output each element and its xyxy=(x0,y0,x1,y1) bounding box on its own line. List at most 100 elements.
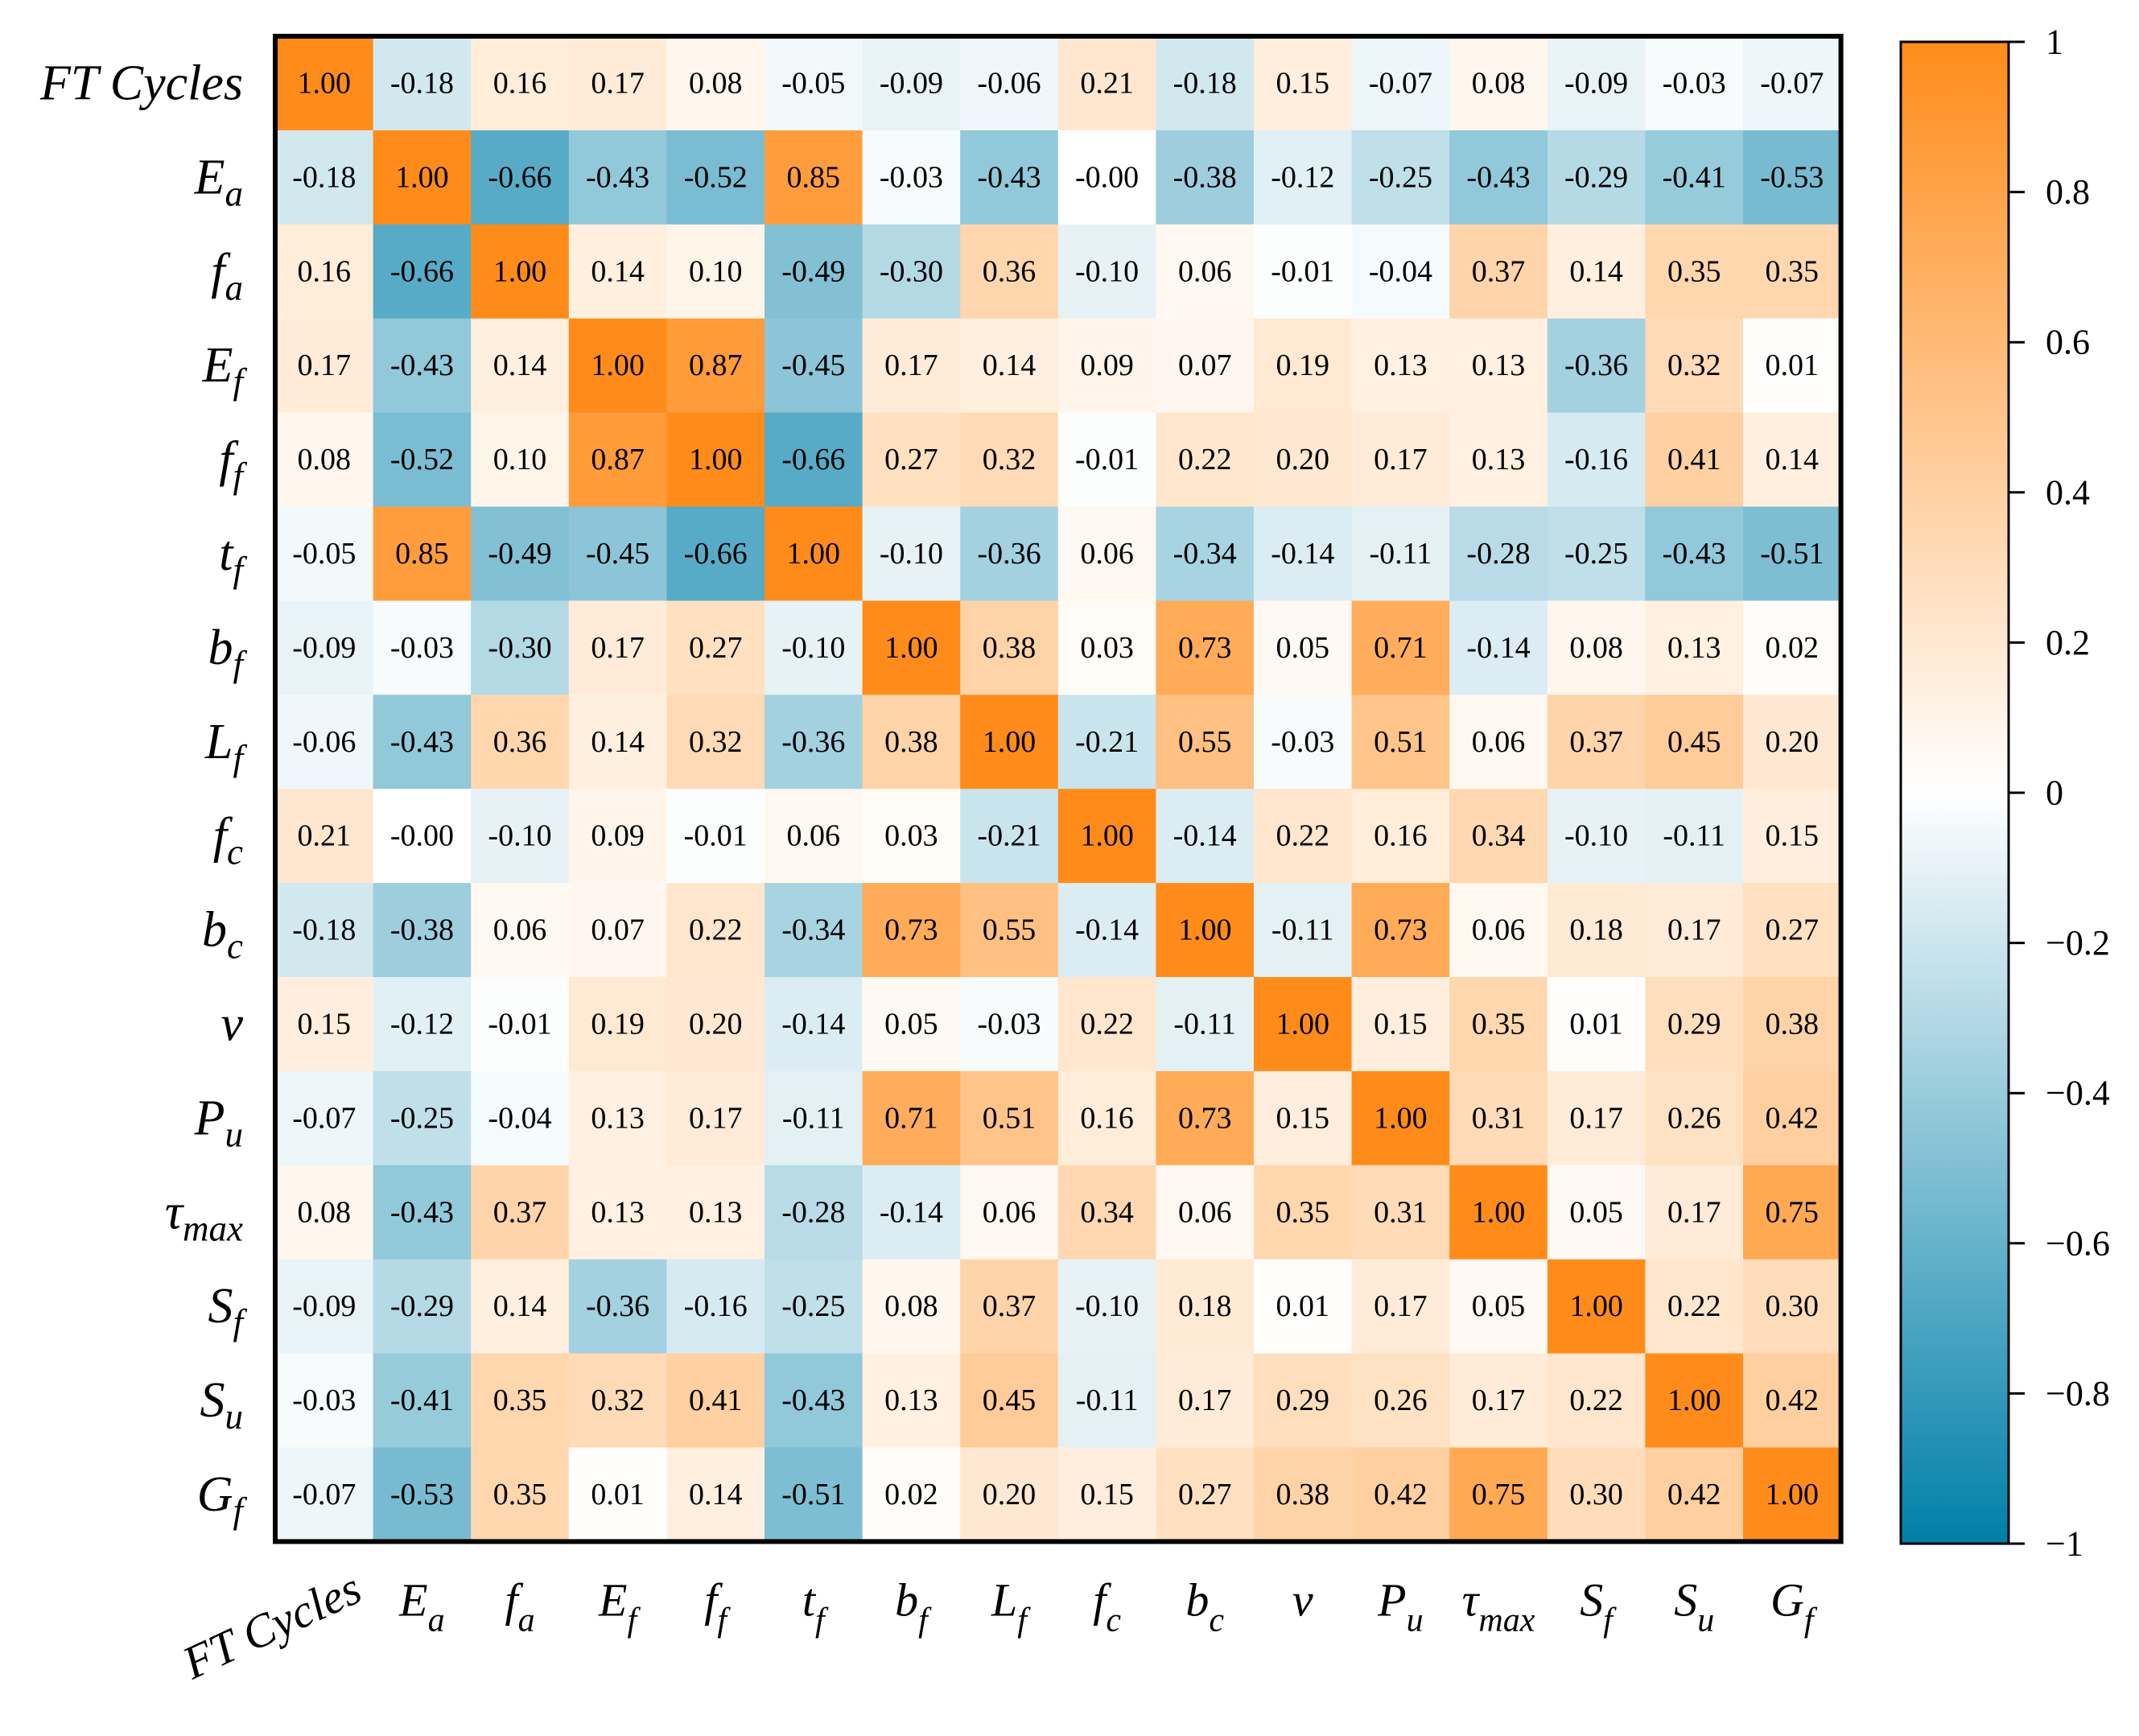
heatmap-cell xyxy=(765,883,863,978)
heatmap-cell xyxy=(960,318,1059,414)
heatmap-cell xyxy=(862,1259,961,1355)
heatmap-cell xyxy=(471,789,570,884)
heatmap-cell xyxy=(568,36,667,131)
heatmap-cell xyxy=(1254,1259,1353,1355)
heatmap-cell xyxy=(960,412,1059,508)
heatmap-cell xyxy=(666,600,765,695)
cell-value-label: -0.25 xyxy=(1369,160,1432,194)
column-label: Ef xyxy=(598,1573,641,1639)
cell-value-label: 0.30 xyxy=(1569,1478,1623,1511)
heatmap-cell xyxy=(1743,1165,1842,1260)
colorbar-tick-label: 1 xyxy=(2046,23,2063,62)
row-label: τmax xyxy=(165,1185,243,1248)
cell-value-label: -0.41 xyxy=(390,1383,454,1417)
label-base: v xyxy=(220,996,243,1051)
cell-value-label: -0.03 xyxy=(1271,725,1334,759)
heatmap-cell xyxy=(765,1353,863,1449)
heatmap-cell xyxy=(373,1353,472,1449)
cell-value-label: -0.28 xyxy=(1466,537,1530,571)
cell-value-label: -0.45 xyxy=(781,348,845,382)
label-subscript: f xyxy=(1804,1602,1818,1639)
heatmap-cell xyxy=(373,789,472,884)
cell-value-label: -0.66 xyxy=(488,160,551,194)
heatmap-cell xyxy=(1547,789,1646,884)
heatmap-cell xyxy=(1254,1447,1353,1542)
label-subscript: f xyxy=(233,1302,247,1342)
cell-value-label: 0.08 xyxy=(1472,66,1526,100)
heatmap-cell xyxy=(275,789,374,884)
cell-value-label: 0.20 xyxy=(983,1478,1037,1511)
cell-value-label: 1.00 xyxy=(1080,819,1134,853)
heatmap-cell xyxy=(471,977,570,1072)
column-label: Su xyxy=(1674,1573,1714,1639)
cell-value-label: -0.14 xyxy=(1173,819,1237,853)
cell-value-label: 0.14 xyxy=(591,254,645,288)
cell-value-label: -0.10 xyxy=(880,537,943,571)
heatmap-cell xyxy=(1547,1447,1646,1542)
cell-value-label: -0.18 xyxy=(1173,66,1237,100)
heatmap-cell xyxy=(373,506,472,601)
cell-value-label: 0.87 xyxy=(689,348,743,382)
cell-value-label: 0.38 xyxy=(1276,1478,1330,1511)
cell-value-label: -0.01 xyxy=(1075,443,1139,476)
heatmap-cell xyxy=(1449,506,1548,601)
cell-value-label: -0.10 xyxy=(1075,254,1139,288)
cell-value-label: -0.11 xyxy=(1663,819,1725,853)
row-label: Gf xyxy=(197,1467,248,1531)
heatmap-cell xyxy=(765,1447,863,1542)
label-base: E xyxy=(598,1573,627,1626)
cell-value-label: -0.43 xyxy=(390,1195,454,1229)
cell-value-label: 0.17 xyxy=(1374,443,1428,476)
heatmap-cell xyxy=(1351,1353,1450,1449)
cell-value-label: -0.05 xyxy=(781,66,845,100)
cell-value-label: -0.36 xyxy=(1564,348,1628,382)
cell-value-label: -0.07 xyxy=(1760,66,1824,100)
cell-value-label: -0.16 xyxy=(684,1289,748,1323)
cell-value-label: 0.06 xyxy=(983,1195,1037,1229)
heatmap-cell xyxy=(1547,1259,1646,1355)
heatmap-cell xyxy=(765,695,863,790)
cell-value-label: 0.06 xyxy=(1080,537,1134,571)
cell-value-label: 1.00 xyxy=(983,725,1037,759)
heatmap-cell xyxy=(862,883,961,978)
heatmap-cell xyxy=(765,1165,863,1260)
heatmap-cell xyxy=(373,36,472,131)
heatmap-cell xyxy=(1057,977,1156,1072)
cell-value-label: 0.41 xyxy=(1667,443,1721,476)
heatmap-cell xyxy=(666,224,765,320)
column-label: bf xyxy=(895,1573,932,1639)
heatmap-cell xyxy=(1449,695,1548,790)
cell-value-label: -0.09 xyxy=(292,631,356,665)
heatmap-cell xyxy=(1057,130,1156,225)
cell-value-label: -0.14 xyxy=(880,1195,943,1229)
cell-value-label: 0.05 xyxy=(1472,1289,1526,1323)
heatmap-cell xyxy=(1645,224,1744,320)
heatmap-cells xyxy=(275,36,1842,1542)
heatmap-cell xyxy=(1351,883,1450,978)
heatmap-cell xyxy=(1156,1447,1255,1542)
cell-value-label: -0.43 xyxy=(390,725,454,759)
label-subscript: f xyxy=(717,1602,731,1639)
cell-value-label: -0.05 xyxy=(292,537,356,571)
cell-value-label: -0.18 xyxy=(292,913,356,947)
cell-value-label: -0.09 xyxy=(292,1289,356,1323)
heatmap-cell xyxy=(1743,224,1842,320)
cell-value-label: 0.35 xyxy=(493,1383,547,1417)
cell-value-label: -0.49 xyxy=(488,537,551,571)
heatmap-cell xyxy=(1743,1447,1842,1542)
heatmap-cell xyxy=(666,36,765,131)
cell-value-label: 0.73 xyxy=(884,913,938,947)
cell-value-label: 0.13 xyxy=(884,1383,938,1417)
heatmap-cell xyxy=(373,1259,472,1355)
cell-value-label: 0.18 xyxy=(1569,913,1623,947)
cell-value-label: 0.13 xyxy=(591,1101,645,1135)
cell-value-label: 0.13 xyxy=(1667,631,1721,665)
cell-value-label: 0.75 xyxy=(1766,1195,1820,1229)
label-subscript: f xyxy=(233,550,247,590)
cell-value-label: -0.14 xyxy=(1466,631,1530,665)
label-base: P xyxy=(194,1091,225,1145)
label-subscript: f xyxy=(815,1602,829,1639)
heatmap-cell xyxy=(1351,1259,1450,1355)
heatmap-cell xyxy=(960,506,1059,601)
cell-value-label: -0.25 xyxy=(1564,537,1628,571)
